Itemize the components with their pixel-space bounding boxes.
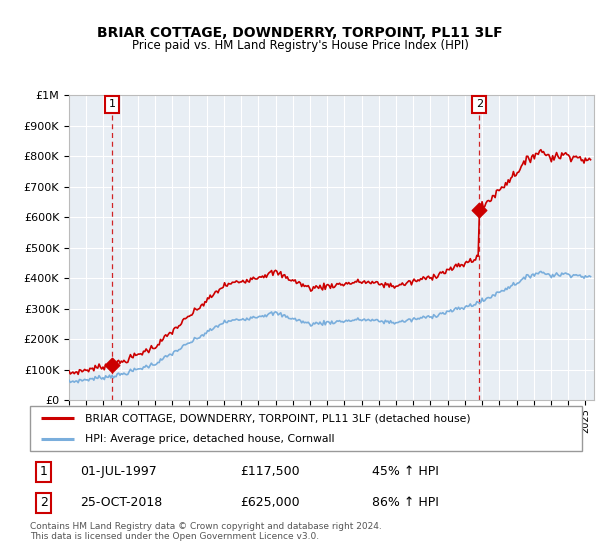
Point [107,360,117,369]
Text: £117,500: £117,500 [240,465,299,478]
Text: BRIAR COTTAGE, DOWNDERRY, TORPOINT, PL11 3LF (detached house): BRIAR COTTAGE, DOWNDERRY, TORPOINT, PL11… [85,413,471,423]
Text: 01-JUL-1997: 01-JUL-1997 [80,465,157,478]
FancyBboxPatch shape [30,406,582,451]
Text: 86% ↑ HPI: 86% ↑ HPI [372,496,439,509]
Text: Price paid vs. HM Land Registry's House Price Index (HPI): Price paid vs. HM Land Registry's House … [131,39,469,52]
Text: £625,000: £625,000 [240,496,299,509]
Text: 45% ↑ HPI: 45% ↑ HPI [372,465,439,478]
Text: HPI: Average price, detached house, Cornwall: HPI: Average price, detached house, Corn… [85,433,335,444]
Point [475,205,484,214]
Text: 1: 1 [109,99,116,109]
Text: BRIAR COTTAGE, DOWNDERRY, TORPOINT, PL11 3LF: BRIAR COTTAGE, DOWNDERRY, TORPOINT, PL11… [97,26,503,40]
Text: 25-OCT-2018: 25-OCT-2018 [80,496,162,509]
Text: 1: 1 [40,465,48,478]
Text: 2: 2 [476,99,483,109]
Text: Contains HM Land Registry data © Crown copyright and database right 2024.
This d: Contains HM Land Registry data © Crown c… [30,522,382,542]
Text: 2: 2 [40,496,48,509]
